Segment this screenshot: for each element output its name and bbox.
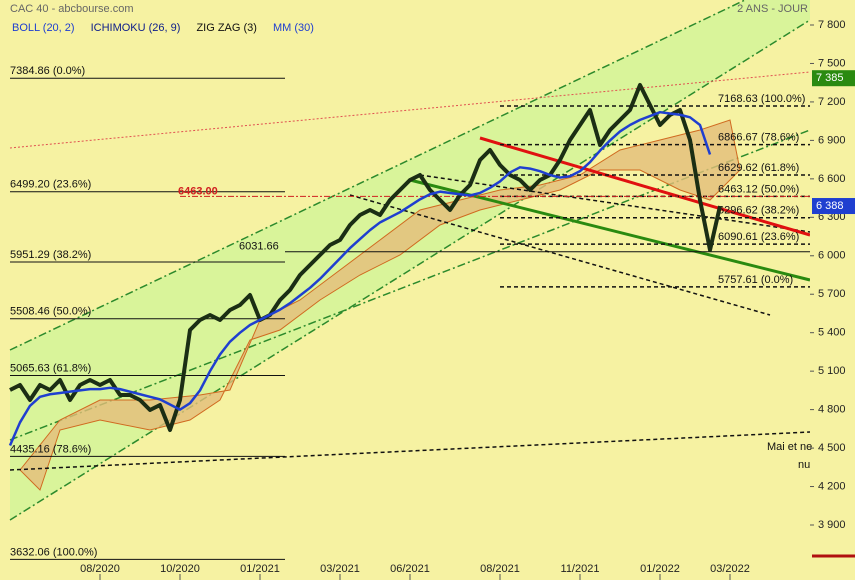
y-tick-label: 5 700 (818, 288, 846, 300)
fib-label: 6296.62 (38.2%) (718, 205, 799, 217)
x-tick-label: 08/2021 (480, 563, 520, 575)
trend-line (9, 71, 811, 149)
y-tick-label: 5 400 (818, 327, 846, 339)
legend-item: BOLL (20, 2) (12, 22, 75, 34)
fib-label: 6866.67 (78.6%) (718, 132, 799, 144)
period: 2 ANS - JOUR (737, 3, 808, 15)
trend-line (349, 194, 771, 316)
legend-item: MM (30) (273, 22, 314, 34)
fib-label: 5508.46 (50.0%) (10, 306, 91, 318)
fib-label: 5951.29 (38.2%) (10, 249, 91, 261)
y-tick-label: 4 800 (818, 404, 846, 416)
axis-panel (810, 0, 855, 580)
y-tick-label: 5 100 (818, 365, 846, 377)
channel-line (9, 0, 746, 351)
y-tick-label: 3 900 (818, 519, 846, 531)
fib-label: 5757.61 (0.0%) (718, 274, 793, 286)
legend-item: ICHIMOKU (26, 9) (91, 22, 181, 34)
y-tick-label: 4 500 (818, 442, 846, 454)
fib-label: 6499.20 (23.6%) (10, 179, 91, 191)
y-tick-label: 6 600 (818, 173, 846, 185)
series-line (8, 110, 712, 447)
x-tick-label: 01/2021 (240, 563, 280, 575)
x-tick-label: 11/2021 (561, 563, 600, 575)
price-label: 6 388 (816, 200, 844, 212)
fib-label: 4435.16 (78.6%) (10, 443, 91, 455)
channel-line (9, 129, 811, 441)
x-tick-label: 10/2020 (160, 563, 200, 575)
series-line (9, 83, 722, 432)
price-label: 7 385 (816, 72, 844, 84)
fib-label: 3632.06 (100.0%) (10, 546, 97, 558)
fib-label: 5065.63 (61.8%) (10, 362, 91, 374)
trend-line (9, 431, 811, 471)
fib-label: 7168.63 (100.0%) (718, 93, 805, 105)
level-label: 6463.00 (178, 185, 218, 197)
y-tick-label: 6 300 (818, 211, 846, 223)
channel-line (9, 19, 811, 521)
fib-label: 6090.61 (23.6%) (718, 231, 799, 243)
note: nu (798, 459, 810, 471)
level-label: 6031.66 (239, 241, 279, 253)
trend-line (479, 136, 811, 237)
x-tick-label: 06/2021 (390, 563, 430, 575)
fib-label: 6629.62 (61.8%) (718, 162, 799, 174)
x-tick-label: 03/2022 (710, 563, 750, 575)
y-tick-label: 4 200 (818, 480, 846, 492)
fib-label: 7384.86 (0.0%) (10, 65, 85, 77)
y-tick-label: 7 200 (818, 96, 846, 108)
note: Mai et ne (767, 441, 812, 453)
x-tick-label: 01/2022 (640, 563, 680, 575)
x-tick-label: 03/2021 (320, 563, 360, 575)
x-tick-label: 08/2020 (80, 563, 120, 575)
fib-label: 6463.12 (50.0%) (718, 183, 799, 195)
trend-line (419, 174, 811, 233)
y-tick-label: 6 900 (818, 134, 846, 146)
chart-title: CAC 40 - abcbourse.com (10, 3, 134, 15)
y-tick-label: 7 500 (818, 57, 846, 69)
price-box (812, 198, 855, 215)
legend-item: ZIG ZAG (3) (196, 22, 257, 34)
y-tick-label: 7 800 (818, 19, 846, 31)
y-tick-label: 6 000 (818, 250, 846, 262)
price-box (812, 70, 855, 87)
